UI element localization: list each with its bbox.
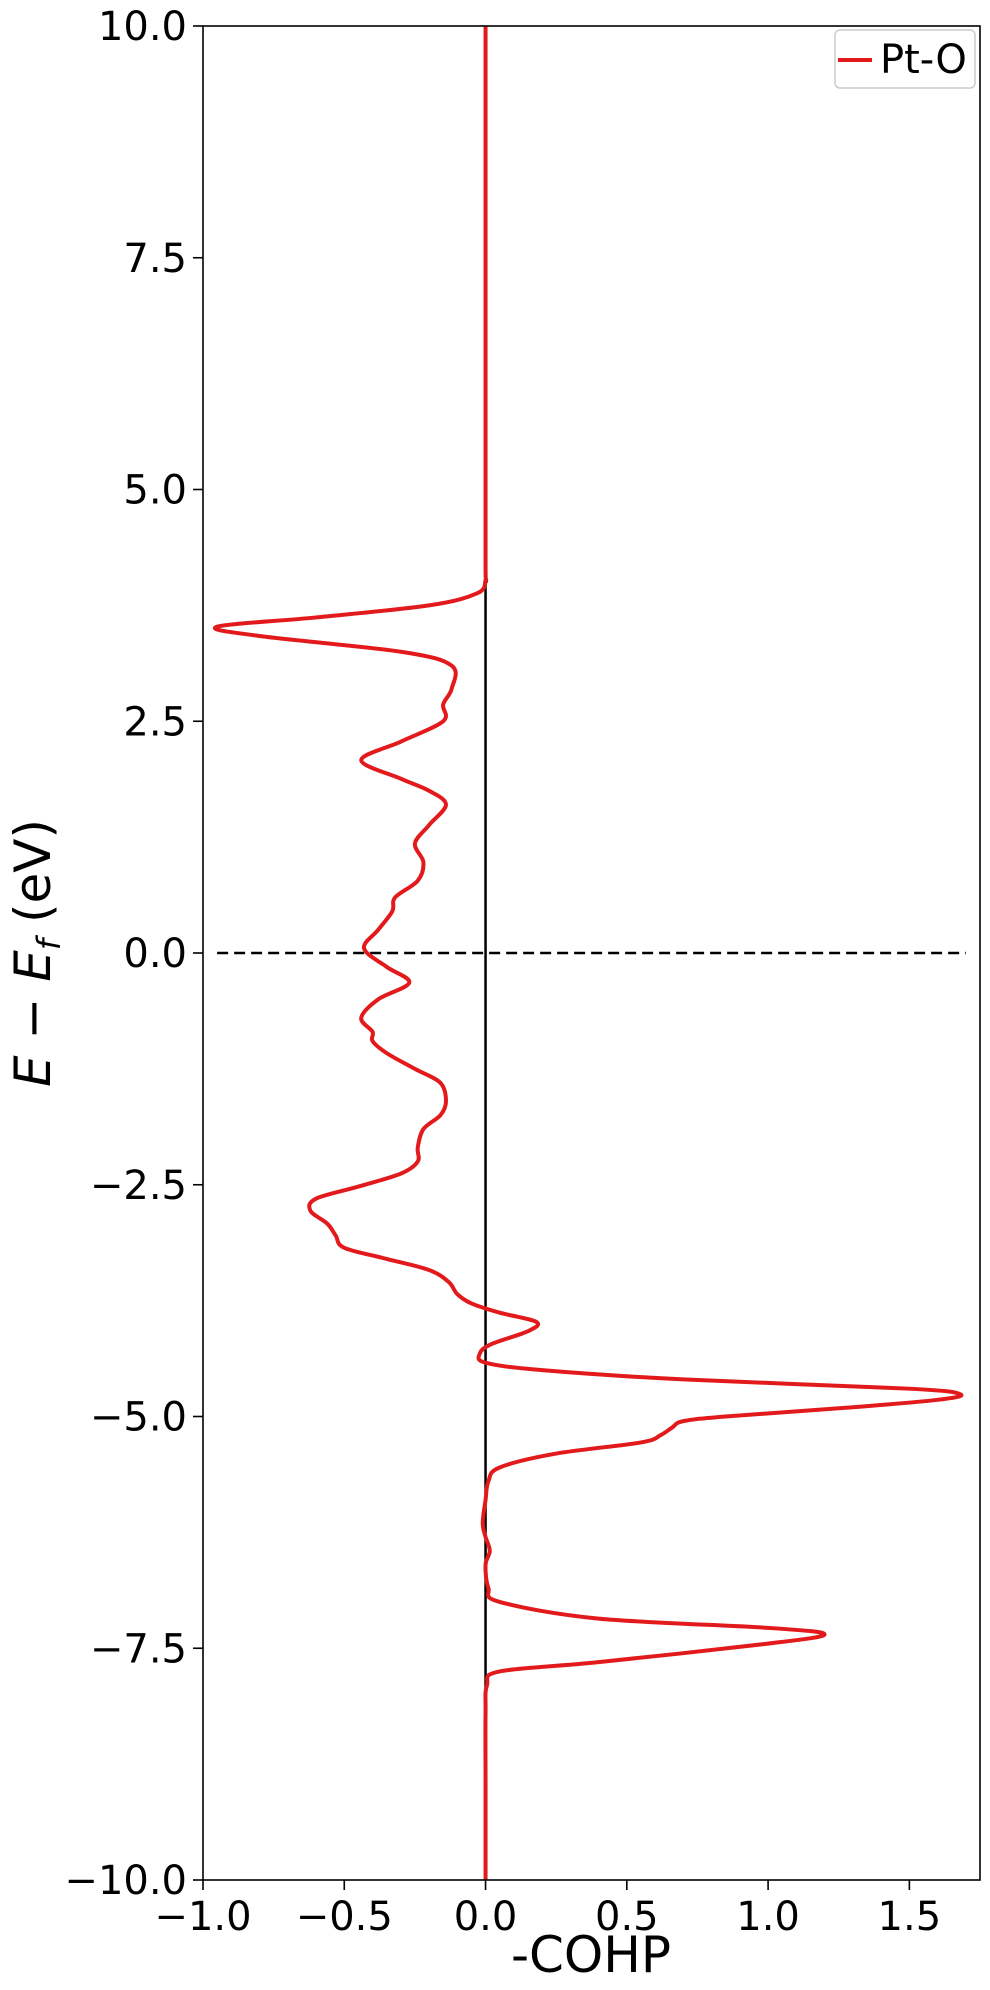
x-tick-label: −0.5	[296, 1894, 393, 1940]
x-axis-ticks: −1.0 −0.5 0.0 0.5 1.0 1.5	[154, 1880, 941, 1940]
x-tick-label: −1.0	[154, 1894, 251, 1940]
y-tick-label: 2.5	[123, 699, 187, 745]
y-tick-label: −5.0	[90, 1395, 187, 1441]
y-tick-label: −2.5	[90, 1163, 187, 1209]
x-tick-label: 1.0	[736, 1894, 800, 1940]
y-tick-label: 5.0	[123, 468, 187, 514]
y-axis-label-main: E − E	[4, 950, 62, 1087]
y-axis-ticks: −10.0 −7.5 −5.0 −2.5 0.0 2.5 5.0 7.5 10.0	[64, 4, 203, 1904]
y-axis-label-unit: (eV)	[4, 819, 62, 939]
x-tick-label: 1.5	[878, 1894, 942, 1940]
y-tick-label: 7.5	[123, 236, 187, 282]
x-tick-label: 0.5	[595, 1894, 659, 1940]
y-tick-label: 0.0	[123, 931, 187, 977]
x-axis-label: -COHP	[511, 1926, 671, 1984]
y-axis-label: E − Ef (eV)	[4, 819, 68, 1087]
legend-label-pt-o: Pt-O	[880, 37, 967, 83]
y-tick-label: −10.0	[64, 1858, 187, 1904]
legend: Pt-O	[834, 29, 976, 89]
y-tick-label: 10.0	[98, 4, 187, 50]
x-tick-label: 0.0	[454, 1894, 518, 1940]
legend-box	[834, 29, 976, 89]
series-group	[212, 26, 964, 1880]
series-line-pt-o	[212, 26, 964, 1880]
y-tick-label: −7.5	[90, 1626, 187, 1672]
